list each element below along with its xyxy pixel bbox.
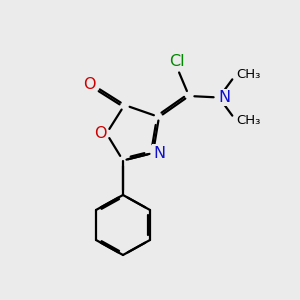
Text: CH₃: CH₃ bbox=[236, 113, 260, 127]
Text: Cl: Cl bbox=[169, 54, 185, 69]
Text: N: N bbox=[154, 146, 166, 160]
Text: CH₃: CH₃ bbox=[236, 68, 260, 82]
Text: O: O bbox=[83, 76, 96, 92]
Text: N: N bbox=[218, 90, 230, 105]
Text: O: O bbox=[94, 126, 106, 141]
